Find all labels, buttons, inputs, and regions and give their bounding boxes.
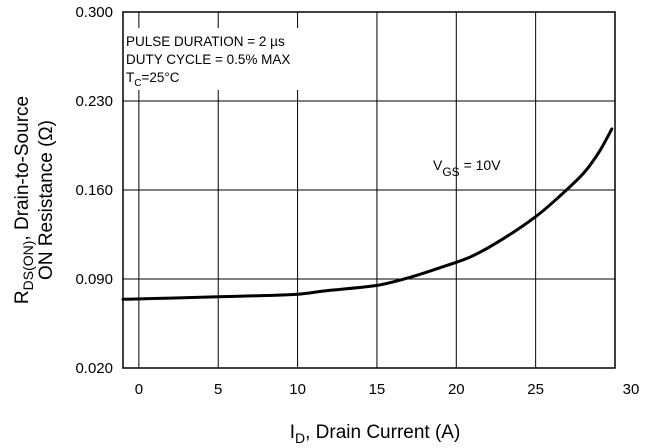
x-tick-label: 0 [135,381,143,398]
note-temp-rest: =25°C [141,70,179,85]
series-label-main: V [433,157,443,173]
note-duty-cycle: DUTY CYCLE = 0.5% MAX [126,52,290,67]
y-tick-labels: 0.020 0.090 0.160 0.230 0.300 [75,4,113,377]
series-line-vgs-10v [121,127,614,301]
x-axis-label: ID, Drain Current (A) [290,422,461,446]
x-tick-label: 5 [214,381,222,398]
x-axis-label-sub: D [295,430,305,446]
plot-frame [122,11,616,369]
x-tick-labels: 0 5 10 15 20 25 30 [135,381,640,398]
series-label-rest: = 10V [460,157,502,173]
y-tick-label: 0.020 [75,360,113,377]
y-axis-label-line2: ON Resistance (Ω) [36,120,57,280]
x-tick-label: 15 [369,381,386,398]
y-axis-label-line1: RDS(ON), Drain-to-Source [12,96,36,304]
note-case-temperature: TC=25°C [126,70,180,89]
x-axis-label-rest: , Drain Current (A) [305,422,460,443]
x-tick-label: 30 [623,381,640,398]
y-tick-label: 0.160 [75,182,113,199]
y-axis-label: RDS(ON), Drain-to-Source ON Resistance (… [12,96,57,304]
series-label-vgs: VGS = 10V [433,157,501,179]
y-axis-label-rest: , Drain-to-Source [12,96,33,241]
x-tick-label: 10 [289,381,306,398]
y-tick-label: 0.230 [75,93,113,110]
note-pulse-duration: PULSE DURATION = 2 µs [126,34,285,49]
note-temp-sub: C [134,78,141,89]
x-tick-label: 25 [527,381,544,398]
x-tick-label: 20 [448,381,465,398]
y-axis-label-main: R [12,290,33,304]
note-temp-main: T [126,70,134,85]
conditions-note: PULSE DURATION = 2 µs DUTY CYCLE = 0.5% … [124,28,336,90]
y-tick-label: 0.300 [75,4,113,21]
conditions-note-background [124,28,336,90]
series-label-sub: GS [442,165,459,179]
x-axis-label-main: I [290,422,295,443]
y-tick-label: 0.090 [75,271,113,288]
y-axis-label-sub: DS(ON) [20,241,36,291]
